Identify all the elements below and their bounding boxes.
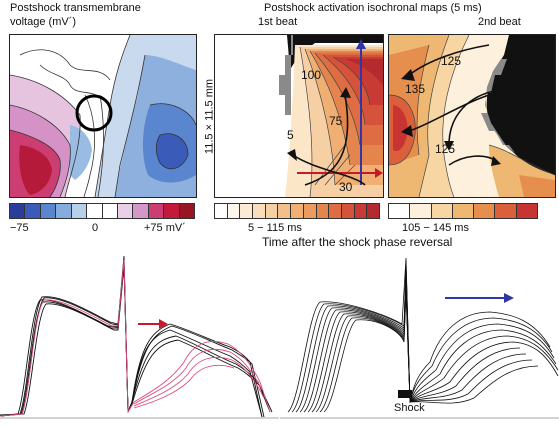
contour-label-5: 5: [287, 128, 294, 142]
voltage-swatch: [179, 203, 196, 219]
first-beat-swatch: [253, 203, 266, 219]
first-beat-swatch: [214, 203, 228, 219]
second-beat-colorbar: [388, 203, 538, 219]
first-beat-swatch: [316, 203, 330, 219]
contour-label-135: 135: [405, 82, 426, 96]
shock-marker: [398, 390, 412, 398]
second-beat-swatch: [516, 203, 538, 219]
right-trace-panel: Shock: [280, 252, 559, 422]
contour-label-30: 30: [339, 180, 353, 194]
second-beat-swatch: [431, 203, 453, 219]
voltage-swatch: [71, 203, 88, 219]
first-beat-colorbar: [214, 203, 380, 219]
second-beat-swatch: [495, 203, 517, 219]
left-trace-panel: [0, 252, 279, 422]
second-beat-graphic: [389, 35, 555, 197]
contour-label-125-top: 125: [441, 54, 462, 68]
second-beat-range: 105 − 145 ms: [402, 222, 469, 234]
first-beat-swatch: [367, 203, 380, 219]
voltage-map-graphic: [10, 35, 196, 197]
left-traces-graphic: [0, 255, 279, 419]
second-beat-swatch: [410, 203, 432, 219]
voltage-colorbar: [9, 203, 196, 219]
first-beat-map: 100 75 5 30: [214, 34, 384, 198]
voltage-swatch: [148, 203, 165, 219]
second-beat-swatch: [388, 203, 411, 219]
first-beat-swatch: [240, 203, 254, 219]
contour-label-75: 75: [329, 114, 343, 128]
first-beat-graphic: [215, 35, 383, 197]
voltage-swatch: [133, 203, 149, 219]
first-beat-swatch: [329, 203, 342, 219]
second-beat-swatch: [474, 203, 496, 219]
time-axis-caption: Time after the shock phase reversal: [262, 235, 453, 249]
second-beat-swatch: [452, 203, 475, 219]
voltage-swatch: [9, 203, 26, 219]
blue-arrow-icon: [504, 293, 514, 303]
first-beat-swatch: [265, 203, 279, 219]
contour-label-125-bottom: 125: [435, 142, 456, 156]
second-beat-map: 125 135 125: [388, 34, 556, 198]
first-beat-swatch: [303, 203, 317, 219]
voltage-title-line2: voltage (mV´): [10, 16, 77, 28]
shock-label: Shock: [394, 402, 425, 414]
contour-label-100: 100: [301, 68, 322, 82]
voltage-scale-mid: 0: [92, 222, 99, 234]
first-beat-swatch: [354, 203, 368, 219]
voltage-swatch: [117, 203, 134, 219]
voltage-swatch: [56, 203, 72, 219]
voltage-swatch: [87, 203, 103, 219]
voltage-swatch: [40, 203, 57, 219]
first-beat-swatch: [227, 203, 241, 219]
second-beat-label: 2nd beat: [478, 16, 521, 28]
voltage-swatch: [164, 203, 180, 219]
first-beat-swatch: [278, 203, 292, 219]
first-beat-label: 1st beat: [258, 16, 298, 28]
right-traces-graphic: [280, 257, 559, 419]
first-beat-range: 5 − 115 ms: [248, 222, 302, 234]
voltage-scale-min: −75: [10, 222, 29, 234]
isochronal-title: Postshock activation isochronal maps (5 …: [264, 2, 482, 14]
voltage-map: [9, 34, 197, 198]
red-arrow-icon: [159, 319, 168, 329]
voltage-scale-max: +75 mV´: [144, 222, 186, 234]
voltage-swatch: [25, 203, 41, 219]
voltage-title-line1: Postshock transmembrane: [10, 2, 141, 14]
first-beat-swatch: [341, 203, 355, 219]
first-beat-swatch: [291, 203, 304, 219]
voltage-swatch: [102, 203, 118, 219]
